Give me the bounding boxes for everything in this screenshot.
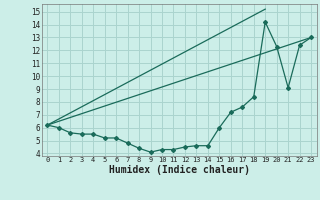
X-axis label: Humidex (Indice chaleur): Humidex (Indice chaleur) <box>109 165 250 175</box>
